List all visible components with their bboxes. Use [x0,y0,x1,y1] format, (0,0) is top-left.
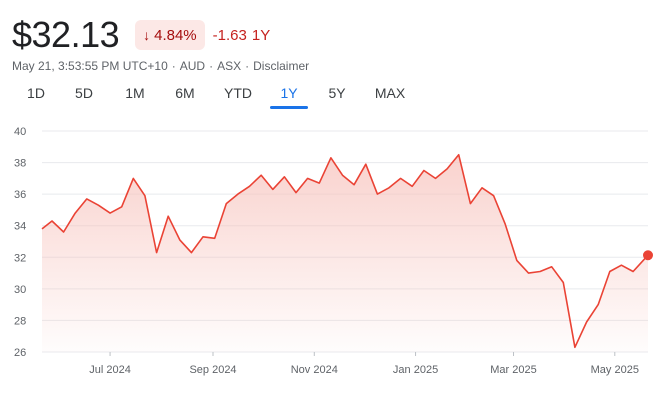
quote-meta: May 21, 3:53:55 PM UTC+10 · AUD · ASX · … [12,59,309,73]
change-period: 1Y [251,26,271,44]
x-tick-label: Sep 2024 [189,364,236,376]
disclaimer-link[interactable]: Disclaimer [253,59,310,73]
y-tick-label: 26 [14,347,26,359]
current-price: $32.13 [12,14,120,55]
meta-separator: · [171,59,176,73]
y-tick-label: 28 [14,315,26,327]
absolute-change-value: -1.63 [212,26,247,44]
absolute-change: -1.63 1Y [213,27,271,44]
timestamp: May 21, 3:53:55 PM UTC+10 [12,59,168,73]
exchange: ASX [217,59,242,73]
y-tick-label: 38 [14,158,26,170]
price-area-fill [42,154,648,352]
x-tick-label: Mar 2025 [490,364,536,376]
x-tick-label: Nov 2024 [291,364,338,376]
tab-max[interactable]: MAX [374,85,406,101]
meta-separator: · [245,59,250,73]
x-tick-label: May 2025 [591,364,639,376]
percent-change-badge: ↓ 4.84% [135,20,205,50]
y-tick-label: 40 [14,126,26,138]
last-price-marker [643,250,653,261]
price-row: $32.13 ↓ 4.84% -1.63 1Y [12,14,270,56]
x-tick-label: Jul 2024 [89,364,131,376]
tab-1d[interactable]: 1D [27,85,45,101]
tab-1y[interactable]: 1Y [266,81,312,109]
y-tick-label: 30 [14,284,26,296]
y-tick-label: 34 [14,221,26,233]
percent-change: 4.84% [154,26,197,44]
meta-separator: · [209,59,214,73]
currency: AUD [179,59,206,73]
tab-1m[interactable]: 1M [125,85,145,101]
y-tick-label: 32 [14,252,26,264]
tab-5y[interactable]: 5Y [328,85,346,101]
x-tick-label: Jan 2025 [393,364,438,376]
tab-6m[interactable]: 6M [175,85,195,101]
range-tabs: 1D 5D 1M 6M YTD 1Y 5Y MAX [14,81,418,109]
tab-5d[interactable]: 5D [75,85,93,101]
tab-ytd[interactable]: YTD [224,85,252,101]
price-line [41,153,649,349]
down-arrow-icon: ↓ [143,27,151,43]
y-tick-label: 36 [14,189,26,201]
